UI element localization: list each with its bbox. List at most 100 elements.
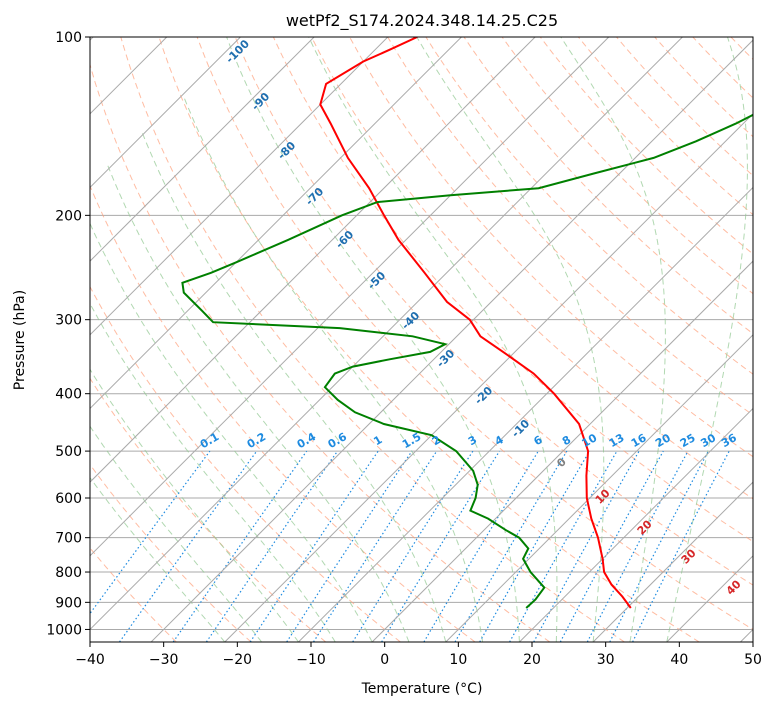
- mixing-ratio-line: [352, 450, 474, 642]
- mixing-ratio-line: [509, 450, 618, 642]
- dry-adiabat: [501, 37, 753, 295]
- isotherm-line: [592, 481, 753, 642]
- mixing-ratio-line: [119, 450, 258, 642]
- isotherm-label: -70: [303, 185, 326, 208]
- mixing-ratio-label: 36: [719, 431, 739, 450]
- mixing-ratio-label: 0.2: [245, 430, 268, 451]
- mixing-ratio-line: [90, 450, 211, 615]
- moist-adiabat: [90, 302, 336, 642]
- mixing-ratio-line: [312, 450, 438, 642]
- y-tick-label: 100: [55, 30, 82, 46]
- x-tick-label: 30: [597, 652, 615, 668]
- y-tick-label: 300: [55, 313, 82, 329]
- dry-adiabat: [90, 463, 252, 642]
- mixing-ratio-line: [205, 450, 338, 642]
- x-axis-ticks: −40 −30 −20 −10 0 10 20 30 40 50: [75, 642, 762, 668]
- mixing-ratio-line: [559, 450, 664, 642]
- dry-adiabat: [387, 37, 753, 416]
- x-tick-label: −10: [296, 652, 326, 668]
- dry-adiabat: [539, 37, 753, 255]
- dry-adiabat: [692, 37, 753, 99]
- isotherm-label: -10: [509, 417, 532, 440]
- moist-adiabat: [182, 94, 484, 642]
- moist-adiabat: [90, 368, 299, 642]
- isotherm-line: [298, 186, 753, 642]
- plot-area: -100-90-80-70-60-50-40-30-20-10010203040…: [90, 37, 775, 642]
- mixing-ratio-label: 0.4: [295, 430, 319, 451]
- mixing-ratio-label: 3: [466, 433, 479, 448]
- moist-adiabats: [90, 37, 748, 642]
- dewpoint-line: [181, 113, 753, 609]
- isotherm-line: [666, 555, 753, 642]
- mixing-ratio-line: [172, 450, 308, 642]
- x-axis-label: Temperature (°C): [361, 681, 483, 697]
- isotherm-label: 0: [554, 455, 569, 470]
- y-tick-label: 900: [55, 595, 82, 611]
- dry-adiabat: [90, 285, 401, 642]
- dry-adiabat: [654, 37, 753, 138]
- x-tick-label: 50: [744, 652, 762, 668]
- isotherm-label: 20: [635, 517, 655, 537]
- mixing-ratio-label: 30: [698, 431, 718, 450]
- y-axis-ticks: 100 200 300 400 500 600 700 800 900 1000: [46, 30, 90, 638]
- dry-adiabat: [769, 37, 775, 642]
- y-tick-label: 800: [55, 565, 82, 581]
- mixing-ratio-label: 13: [607, 431, 627, 450]
- x-tick-label: 20: [523, 652, 541, 668]
- isotherm-line: [90, 37, 389, 336]
- moist-adiabat: [666, 37, 748, 642]
- moist-adiabat: [141, 132, 447, 642]
- dry-adiabat: [196, 37, 753, 631]
- isotherm-line: [90, 37, 610, 557]
- dry-adiabat: [90, 377, 327, 642]
- mixing-ratio-label: 25: [678, 431, 698, 450]
- dry-adiabat: [616, 37, 753, 177]
- isotherm-label: -20: [472, 384, 495, 407]
- isotherm-line: [371, 260, 753, 642]
- isotherm-line: [90, 37, 536, 483]
- mixing-ratio-line: [286, 450, 413, 642]
- x-tick-label: −40: [75, 652, 105, 668]
- mixing-ratio-line: [381, 450, 501, 642]
- isotherm-line: [90, 37, 315, 262]
- profiles: [181, 37, 753, 609]
- mixing-ratio-label: 8: [560, 433, 573, 448]
- chart-title: wetPf2_S174.2024.348.14.25.C25: [286, 11, 558, 31]
- isotherm-line: [519, 407, 753, 642]
- moist-adiabat: [308, 37, 558, 642]
- isotherm-label: -40: [399, 309, 422, 332]
- x-tick-label: 0: [380, 652, 389, 668]
- dry-adiabat: [349, 37, 753, 458]
- isotherm-line: [90, 37, 462, 410]
- y-tick-label: 600: [55, 491, 82, 507]
- dry-adiabat: [311, 37, 753, 500]
- dry-adiabat: [463, 37, 753, 335]
- isotherm-label: 40: [724, 577, 744, 597]
- plot-frame: [89, 36, 754, 643]
- isotherm-line: [224, 113, 753, 642]
- isotherm-label: -80: [275, 139, 298, 162]
- y-axis-label: Pressure (hPa): [12, 290, 28, 390]
- temperature-line: [319, 37, 632, 609]
- moist-adiabat: [560, 37, 666, 642]
- mixing-ratio-line: [454, 450, 568, 642]
- isotherm-label: 30: [679, 546, 699, 566]
- moist-adiabat: [90, 425, 262, 642]
- isotherm-line: [445, 334, 753, 642]
- moist-adiabat: [107, 165, 410, 642]
- isotherm-label: 10: [593, 486, 613, 506]
- isotherm-line: [90, 37, 683, 631]
- moist-adiabat: [226, 37, 520, 642]
- isotherm-label: -30: [434, 347, 457, 370]
- x-tick-label: −20: [223, 652, 253, 668]
- mixing-ratio-label: 16: [629, 431, 649, 450]
- mixing-ratio-label: 1: [371, 433, 384, 448]
- isotherm-label: -60: [333, 228, 356, 251]
- x-tick-label: 40: [670, 652, 688, 668]
- isotherm-line: [150, 39, 753, 642]
- x-tick-label: −30: [149, 652, 179, 668]
- mixing-ratio-line: [586, 450, 689, 642]
- y-tick-label: 1000: [46, 622, 82, 638]
- x-tick-label: 10: [449, 652, 467, 668]
